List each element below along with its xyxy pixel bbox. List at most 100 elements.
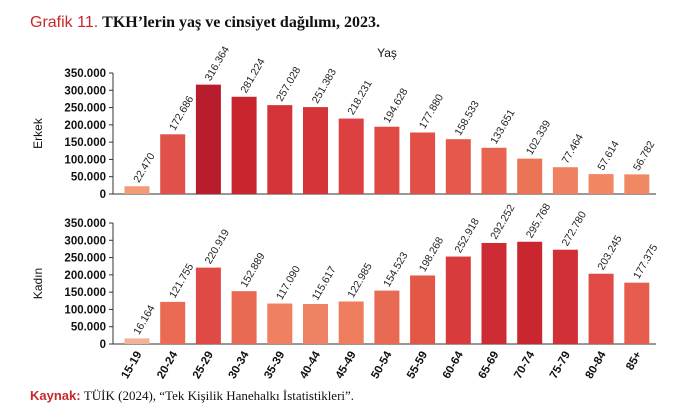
data-label: 172.686 [167, 94, 196, 133]
source-note: Kaynak: TÜİK (2024), “Tek Kişilik Haneha… [30, 388, 354, 404]
data-label: 115.617 [310, 264, 339, 302]
data-label: 251.383 [310, 67, 339, 106]
y-tick-label: 300.000 [64, 235, 106, 247]
data-label: 272.780 [560, 209, 589, 248]
x-tick-label: 80-84 [584, 349, 609, 381]
bar-kadin-35-39 [267, 303, 293, 344]
data-label: 203.245 [595, 233, 624, 272]
x-tick-label: 55-59 [405, 350, 430, 381]
bar-erkek-35-39 [267, 105, 293, 194]
y-axis-label-erkek: Erkek [31, 117, 45, 149]
data-label: 316.364 [203, 44, 232, 83]
data-label: 22.470 [131, 151, 158, 185]
bar-erkek-65-69 [481, 147, 507, 194]
data-label: 257.028 [274, 65, 303, 104]
y-tick-label: 250.000 [64, 103, 106, 115]
bar-kadin-40-44 [303, 304, 328, 344]
bar-erkek-55-59 [410, 132, 436, 194]
chart-title: Yaş [377, 46, 397, 60]
y-tick-label: 100.000 [64, 304, 106, 316]
data-label: 122.985 [345, 261, 374, 300]
x-tick-label: 15-19 [119, 350, 144, 381]
data-label: 16.164 [131, 303, 158, 337]
x-tick-label: 60-64 [441, 349, 466, 381]
y-tick-label: 350.000 [64, 68, 106, 80]
data-label: 281.224 [238, 56, 267, 95]
bar-erkek-20-24 [160, 134, 186, 194]
x-tick-label: 75-79 [548, 350, 573, 381]
y-tick-label: 150.000 [64, 137, 106, 149]
bar-kadin-25-29 [195, 267, 221, 344]
x-tick-label: 35-39 [262, 350, 287, 381]
data-label: 154.523 [381, 250, 410, 289]
data-label: 220.919 [203, 227, 232, 266]
x-tick-label: 30-34 [227, 349, 252, 381]
bar-erkek-45-49 [338, 118, 364, 194]
bar-erkek-30-34 [231, 96, 257, 194]
figure-title-text: TKH’lerin yaş ve cinsiyet dağılımı, 2023… [102, 14, 380, 31]
x-tick-label: 70-74 [512, 349, 537, 381]
bar-kadin-50-54 [374, 290, 400, 344]
source-label: Kaynak: [30, 388, 81, 403]
data-label: 57.614 [595, 139, 622, 173]
y-tick-label: 200.000 [64, 120, 106, 132]
data-label: 194.628 [381, 86, 410, 125]
bar-erkek-60-64 [445, 139, 471, 194]
bar-erkek-80-84 [588, 174, 614, 194]
x-tick-label: 85+ [624, 349, 644, 372]
data-label: 117.090 [274, 264, 303, 302]
bar-chart: Yaş Erkek 0 50.000 100.000 150.000 200.000 250.… [31, 44, 660, 381]
y-tick-label: 300.000 [64, 85, 106, 97]
data-label: 102.339 [524, 118, 553, 157]
source-text: TÜİK (2024), “Tek Kişilik Hanehalkı İsta… [83, 388, 355, 403]
y-axis-label-kadin: Kadın [31, 268, 45, 299]
bar-kadin-45-49 [338, 301, 364, 344]
x-tick-label: 45-49 [334, 350, 359, 381]
data-label: 77.464 [560, 132, 587, 166]
bar-erkek-85+ [624, 174, 650, 194]
bar-kadin-70-74 [517, 241, 543, 344]
figure-title: Grafik 11. TKH’lerin yaş ve cinsiyet dağ… [30, 13, 380, 33]
data-label: 292.252 [488, 202, 517, 241]
bar-erkek-50-54 [374, 126, 400, 194]
data-label: 198.268 [417, 235, 446, 274]
data-label: 252.918 [453, 216, 482, 255]
x-tick-label: 50-54 [369, 349, 394, 381]
data-label: 152.889 [238, 251, 267, 290]
bar-kadin-85+ [624, 282, 650, 344]
y-tick-label: 350.000 [64, 218, 106, 230]
bar-erkek-25-29 [195, 84, 221, 194]
y-tick-label: 250.000 [64, 253, 106, 265]
y-tick-label: 150.000 [64, 287, 106, 299]
y-tick-label: 0 [100, 339, 106, 351]
bar-kadin-20-24 [160, 301, 186, 344]
bar-erkek-15-19 [124, 186, 150, 194]
x-tick-label: 25-29 [191, 350, 216, 381]
bar-kadin-65-69 [481, 242, 507, 344]
data-label: 158.533 [453, 99, 482, 138]
y-tick-label: 50.000 [71, 172, 106, 184]
y-tick-label: 200.000 [64, 270, 106, 282]
x-tick-label: 20-24 [155, 349, 180, 381]
y-tick-label: 0 [100, 189, 106, 201]
bar-kadin-80-84 [588, 273, 614, 344]
data-label: 121.755 [167, 261, 196, 300]
bar-kadin-55-59 [410, 275, 436, 344]
bar-erkek-40-44 [303, 107, 328, 194]
bar-kadin-75-79 [552, 249, 578, 344]
data-label: 177.880 [417, 92, 446, 131]
bar-erkek-70-74 [517, 158, 543, 194]
figure-label: Grafik 11. [30, 14, 99, 31]
bar-kadin-30-34 [231, 291, 257, 344]
data-label: 56.782 [631, 139, 658, 173]
data-label: 295.768 [524, 201, 553, 240]
data-label: 218.231 [345, 78, 374, 117]
data-label: 177.375 [631, 242, 660, 281]
bar-erkek-75-79 [552, 167, 578, 194]
bar-kadin-60-64 [445, 256, 471, 344]
y-tick-label: 100.000 [64, 154, 106, 166]
y-tick-label: 50.000 [71, 322, 106, 334]
bar-kadin-15-19 [124, 338, 150, 344]
data-label: 133.651 [488, 107, 517, 146]
x-tick-label: 65-69 [476, 350, 501, 381]
